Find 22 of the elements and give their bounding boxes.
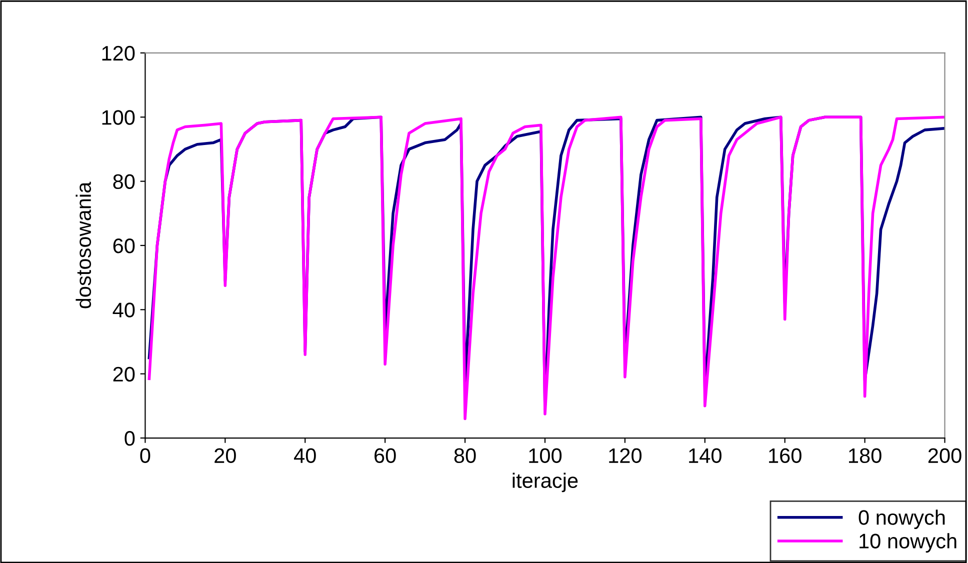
y-tick-label: 0 — [124, 431, 135, 446]
x-tick-label: 40 — [294, 448, 316, 464]
x-tick-label: 140 — [689, 448, 722, 464]
x-tick-label: 120 — [609, 448, 642, 464]
x-axis-title: iteracje — [512, 472, 578, 492]
x-tick-label: 60 — [374, 448, 396, 464]
x-tick-label: 180 — [849, 448, 882, 464]
x-tick-label: 20 — [214, 448, 236, 464]
y-tick-label: 100 — [102, 110, 135, 125]
legend-label: 10 nowych — [860, 533, 956, 553]
y-axis-title: dostosowania — [76, 182, 92, 308]
y-tick-label: 60 — [113, 238, 135, 254]
y-tick-label: 40 — [112, 302, 135, 318]
legend-label: 0 nowych — [858, 510, 945, 529]
x-tick-label: 160 — [769, 448, 802, 464]
y-tick-label: 20 — [113, 366, 135, 382]
y-tick-label: 80 — [113, 174, 135, 190]
x-tick-label: 200 — [928, 448, 962, 464]
x-tick-label: 0 — [140, 448, 150, 464]
x-tick-label: 80 — [454, 448, 476, 464]
y-tick-label: 120 — [102, 46, 135, 61]
x-tick-label: 100 — [529, 448, 562, 464]
